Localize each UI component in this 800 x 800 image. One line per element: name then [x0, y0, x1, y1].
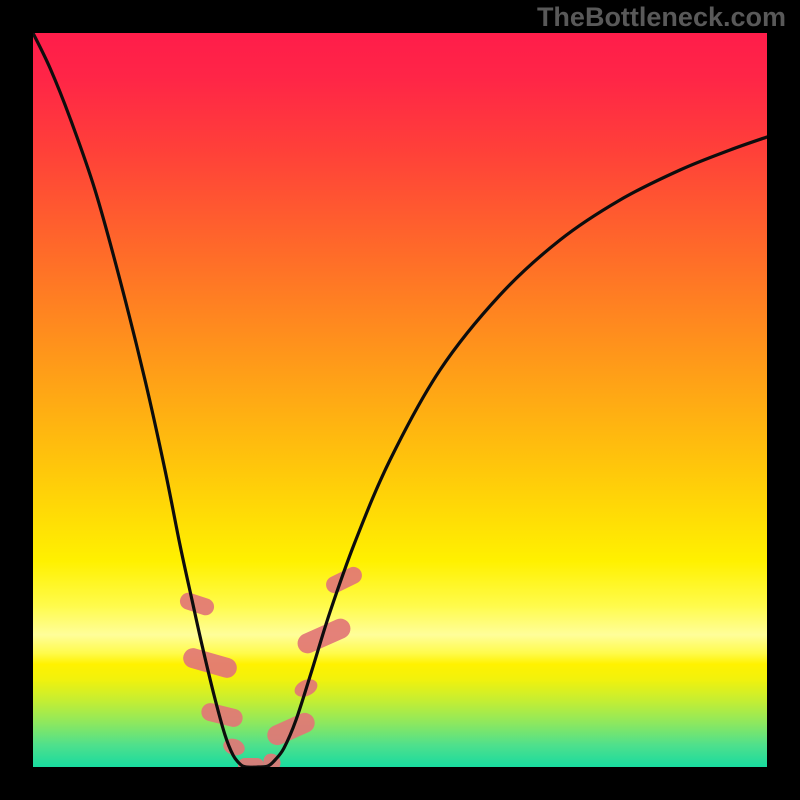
curve-overlay [0, 0, 800, 800]
bottleneck-curve [33, 33, 767, 767]
watermark-text: TheBottleneck.com [537, 2, 786, 33]
data-marker [178, 591, 217, 618]
chart-frame: TheBottleneck.com [0, 0, 800, 800]
